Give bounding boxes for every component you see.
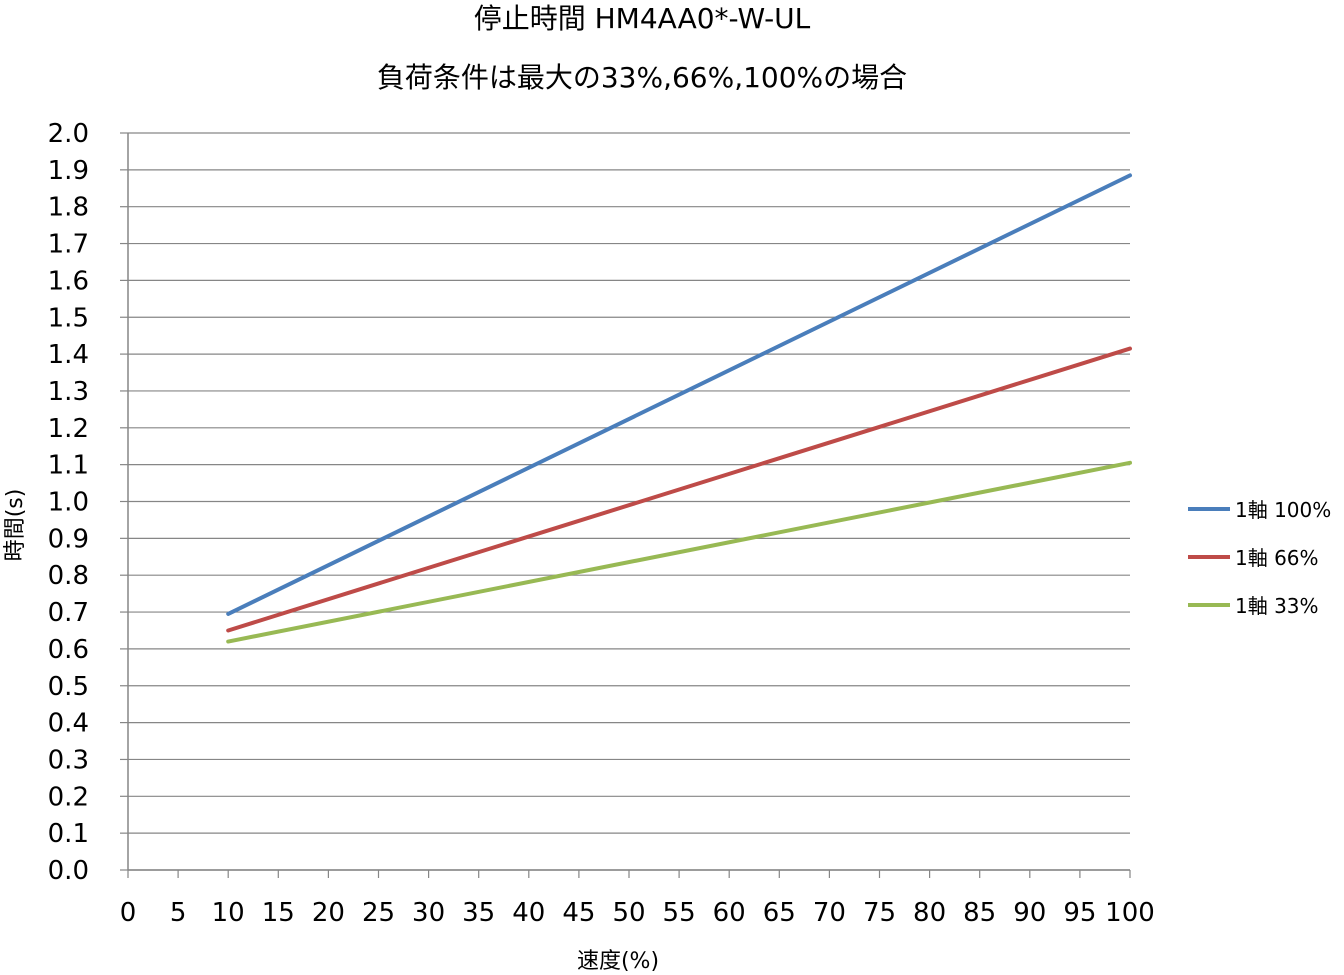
y-tick-label: 1.4 bbox=[48, 340, 89, 370]
x-tick-label: 25 bbox=[362, 898, 395, 928]
y-tick-label: 0.3 bbox=[48, 745, 89, 775]
x-tick-label: 30 bbox=[412, 898, 445, 928]
y-tick-label: 1.6 bbox=[48, 266, 89, 296]
chart-subtitle: 負荷条件は最大の33%,66%,100%の場合 bbox=[377, 61, 907, 94]
x-tick-label: 55 bbox=[663, 898, 696, 928]
y-axis-label: 時間(s) bbox=[3, 489, 28, 562]
x-tick-label: 95 bbox=[1063, 898, 1096, 928]
chart-title: 停止時間 HM4AA0*-W-UL bbox=[474, 2, 811, 35]
x-tick-label: 10 bbox=[212, 898, 245, 928]
series-line bbox=[226, 460, 1132, 644]
y-axis-ticks: 0.0 0.1 0.2 0.3 0.4 0.5 0.6 0.7 0.8 0.9 1.0 1.1 1.2 1… bbox=[48, 119, 89, 886]
y-tick-label: 1.7 bbox=[48, 230, 89, 260]
y-tick-label: 0.8 bbox=[48, 561, 89, 591]
y-tick-label: 1.0 bbox=[48, 488, 89, 518]
legend-label: 1軸 33% bbox=[1235, 594, 1319, 618]
series-line bbox=[226, 173, 1132, 616]
x-axis-label: 速度(%) bbox=[577, 949, 659, 974]
y-tick-label: 0.9 bbox=[48, 524, 89, 554]
series-lines bbox=[226, 173, 1132, 644]
y-tick-label: 0.1 bbox=[48, 819, 89, 849]
x-tick-label: 5 bbox=[170, 898, 187, 928]
x-tick-label: 35 bbox=[462, 898, 495, 928]
y-tick-label: 0.2 bbox=[48, 782, 89, 812]
x-tick-label: 15 bbox=[262, 898, 295, 928]
legend: 1軸 100% 1軸 66% 1軸 33% bbox=[1188, 498, 1331, 618]
x-axis-ticks: 0 5 10 15 20 25 30 35 40 45 50 55 60 65 70 75 80 85 90 95 10… bbox=[120, 898, 1155, 928]
y-tick-label: 0.5 bbox=[48, 672, 89, 702]
y-tick-label: 0.6 bbox=[48, 635, 89, 665]
gridlines bbox=[128, 132, 1130, 871]
y-tick-label: 2.0 bbox=[48, 119, 89, 149]
x-tick-label: 100 bbox=[1105, 898, 1155, 928]
axes bbox=[120, 132, 1131, 878]
x-tick-label: 45 bbox=[562, 898, 595, 928]
y-tick-label: 0.0 bbox=[48, 856, 89, 886]
series-line bbox=[226, 346, 1132, 633]
x-tick-label: 80 bbox=[913, 898, 946, 928]
y-tick-label: 1.2 bbox=[48, 414, 89, 444]
y-tick-label: 1.8 bbox=[48, 193, 89, 223]
y-tick-label: 1.5 bbox=[48, 303, 89, 333]
x-tick-label: 20 bbox=[312, 898, 345, 928]
x-tick-label: 70 bbox=[813, 898, 846, 928]
y-tick-label: 1.3 bbox=[48, 377, 89, 407]
y-tick-label: 0.4 bbox=[48, 709, 89, 739]
y-tick-label: 0.7 bbox=[48, 598, 89, 628]
x-tick-label: 0 bbox=[120, 898, 137, 928]
x-tick-label: 60 bbox=[713, 898, 746, 928]
y-tick-label: 1.9 bbox=[48, 156, 89, 186]
legend-label: 1軸 66% bbox=[1235, 546, 1319, 570]
x-tick-label: 40 bbox=[512, 898, 545, 928]
x-tick-label: 50 bbox=[612, 898, 645, 928]
x-tick-label: 85 bbox=[963, 898, 996, 928]
y-tick-label: 1.1 bbox=[48, 451, 89, 481]
x-tick-label: 75 bbox=[863, 898, 896, 928]
legend-label: 1軸 100% bbox=[1235, 498, 1331, 522]
x-tick-label: 65 bbox=[763, 898, 796, 928]
x-tick-label: 90 bbox=[1013, 898, 1046, 928]
